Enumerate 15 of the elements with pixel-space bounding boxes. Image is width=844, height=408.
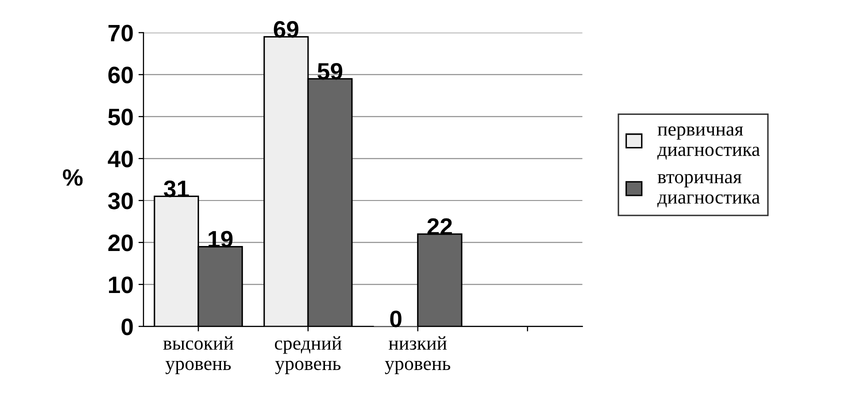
x-tick-label: высокий уровень [163,336,234,374]
y-tick-label: 20 [108,234,133,252]
y-tick-label: 40 [108,150,133,168]
y-tick-label: 10 [108,276,133,294]
legend-label: вторичная диагностика [657,174,760,208]
y-tick-label: 50 [108,108,133,126]
x-tick-label: низкий уровень [384,336,450,374]
y-tick-label: 60 [108,66,133,84]
y-tick-label: 30 [108,192,133,210]
y-tick-label: 70 [108,24,133,42]
legend-label: первичная диагностика [657,126,760,160]
x-tick-label: средний уровень [274,336,342,374]
y-tick-label: 0 [122,318,133,336]
data-label: 0 [390,310,402,328]
y-axis-title: % [62,169,83,186]
